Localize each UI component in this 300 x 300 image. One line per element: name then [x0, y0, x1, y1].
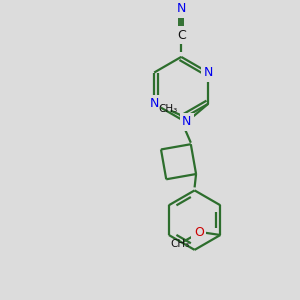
Text: O: O [194, 226, 204, 239]
Text: CH₃: CH₃ [158, 104, 177, 114]
Text: N: N [182, 115, 191, 128]
Text: N: N [176, 2, 186, 15]
Text: C: C [177, 29, 186, 42]
Text: CH₃: CH₃ [171, 239, 190, 249]
Text: N: N [204, 66, 213, 79]
Text: N: N [149, 97, 159, 110]
